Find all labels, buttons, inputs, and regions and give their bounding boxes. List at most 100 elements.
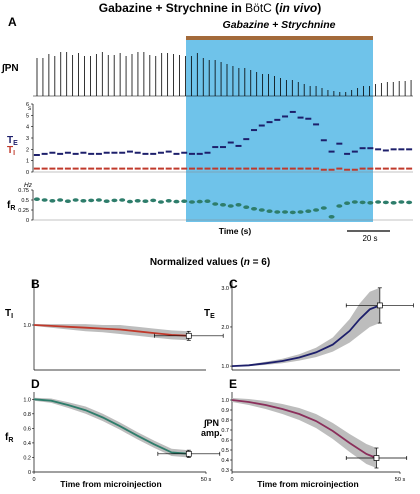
d-xtick-label: 0 xyxy=(32,477,35,483)
b-tick-label: 1.0 xyxy=(23,323,31,329)
e-tick-label: 0.4 xyxy=(221,458,229,464)
fr-point xyxy=(33,197,40,201)
te-unit: s xyxy=(28,105,32,112)
fr-point xyxy=(57,198,64,202)
e-endpoint-marker xyxy=(373,455,380,461)
d-xtick-label: 50 s xyxy=(201,477,212,483)
fr-point xyxy=(351,200,358,204)
ti-series xyxy=(33,167,413,171)
e-tick-label: 0.7 xyxy=(221,428,229,434)
panel-letter-a: A xyxy=(8,15,17,29)
pn-trace-label: ∫PN xyxy=(1,63,19,74)
fr-point xyxy=(382,200,389,205)
fr-point xyxy=(150,198,157,203)
e-sd-band xyxy=(232,398,377,468)
d-tick-label: 0.2 xyxy=(23,455,31,461)
pn-burst-trace xyxy=(33,52,413,97)
fr-point xyxy=(157,200,164,204)
fr-point xyxy=(111,198,118,203)
d-endpoint-marker xyxy=(185,450,192,457)
panel-b-ylabel: TI xyxy=(5,308,13,320)
panel-a: A Gabazine + Strychnine ∫PN TE TI fR s H… xyxy=(1,15,413,243)
te-series xyxy=(33,110,413,156)
fr-point xyxy=(375,200,382,204)
panel-letter-d: D xyxy=(31,377,40,391)
fr-point xyxy=(297,210,304,214)
fr-tick-label: 0.25 xyxy=(18,208,29,214)
fr-point xyxy=(49,199,56,203)
fr-point xyxy=(119,198,126,202)
fr-point xyxy=(398,200,405,204)
fr-point xyxy=(72,198,79,202)
fr-trace-label: fR xyxy=(7,200,15,212)
d-tick-label: 0.6 xyxy=(23,426,31,432)
drug-application-bar xyxy=(186,36,373,40)
fr-point xyxy=(41,198,48,202)
fr-point xyxy=(227,204,234,208)
d-tick-label: 0 xyxy=(28,470,31,476)
panel-c: C TE 1.0 2.0 3.0 xyxy=(204,277,414,371)
fr-tick-label: 0.5 xyxy=(21,198,29,204)
scale-bar-label: 20 s xyxy=(362,234,377,243)
c-tick-label: 3.0 xyxy=(221,286,229,292)
fr-point xyxy=(80,199,87,203)
d-tick-label: 1.0 xyxy=(23,397,31,403)
fr-point xyxy=(359,200,366,205)
panel-e-ylabel-line2: amp. xyxy=(201,428,222,438)
normalized-title: Normalized values (n = 6) xyxy=(150,257,270,268)
b-sd-band xyxy=(34,324,189,341)
fr-point xyxy=(243,205,250,209)
fr-point xyxy=(212,202,219,206)
fr-point xyxy=(344,201,351,205)
fr-series xyxy=(33,197,413,219)
panel-e: E ∫PN amp. Time from microinjection 0.30… xyxy=(201,377,408,489)
fr-point xyxy=(305,209,312,213)
figure-title: Gabazine + Strychnine in BötC (in vivo) xyxy=(99,1,321,15)
panel-b: B TI 1.0 xyxy=(5,277,224,371)
fr-point xyxy=(220,203,226,207)
c-endpoint-marker xyxy=(376,302,383,309)
fr-point xyxy=(251,207,258,211)
fr-point xyxy=(235,203,242,207)
drug-label: Gabazine + Strychnine xyxy=(223,19,336,31)
fr-point xyxy=(367,201,374,205)
fr-point xyxy=(289,210,296,215)
fr-point xyxy=(204,199,211,203)
te-tick-label: 6 xyxy=(26,102,29,108)
c-tick-label: 1.0 xyxy=(221,364,229,370)
d-tick-label: 0.8 xyxy=(23,412,31,418)
b-endpoint-marker xyxy=(185,332,192,339)
e-tick-label: 0.6 xyxy=(221,438,229,444)
panel-d-xlabel: Time from microinjection xyxy=(60,479,161,489)
te-axis: 0 1 2 3 4 5 6 xyxy=(26,102,413,176)
panel-d: D fR Time from microinjection 0 0.2 0.4 0.6… xyxy=(5,377,221,489)
fr-point xyxy=(390,201,397,205)
fr-point xyxy=(258,208,265,212)
panel-letter-b: B xyxy=(31,277,40,291)
te-tick-label: 0 xyxy=(26,170,29,176)
fr-point xyxy=(328,215,335,219)
fr-point xyxy=(134,199,141,203)
fr-axis: 0 0.25 0.5 0.75 xyxy=(18,188,413,224)
fr-point xyxy=(142,199,149,203)
e-tick-label: 1.0 xyxy=(221,398,229,404)
fr-point xyxy=(274,210,281,214)
panel-e-xlabel: Time from microinjection xyxy=(257,479,358,489)
te-tick-label: 3 xyxy=(26,136,29,142)
fr-point xyxy=(188,200,195,204)
e-tick-label: 0.3 xyxy=(221,468,229,474)
c-tick-label: 2.0 xyxy=(221,325,229,331)
te-tick-label: 1 xyxy=(26,159,29,165)
fr-point xyxy=(196,199,203,204)
panel-letter-e: E xyxy=(229,377,237,391)
fr-point xyxy=(406,200,413,205)
fr-point xyxy=(336,204,343,208)
te-tick-label: 5 xyxy=(26,113,29,119)
e-tick-label: 0.5 xyxy=(221,448,229,454)
fr-unit: Hz xyxy=(24,182,33,189)
ti-trace-label: TI xyxy=(7,145,15,157)
panel-d-ylabel: fR xyxy=(5,432,13,444)
fr-point xyxy=(266,209,273,213)
c-sd-band xyxy=(232,287,380,367)
